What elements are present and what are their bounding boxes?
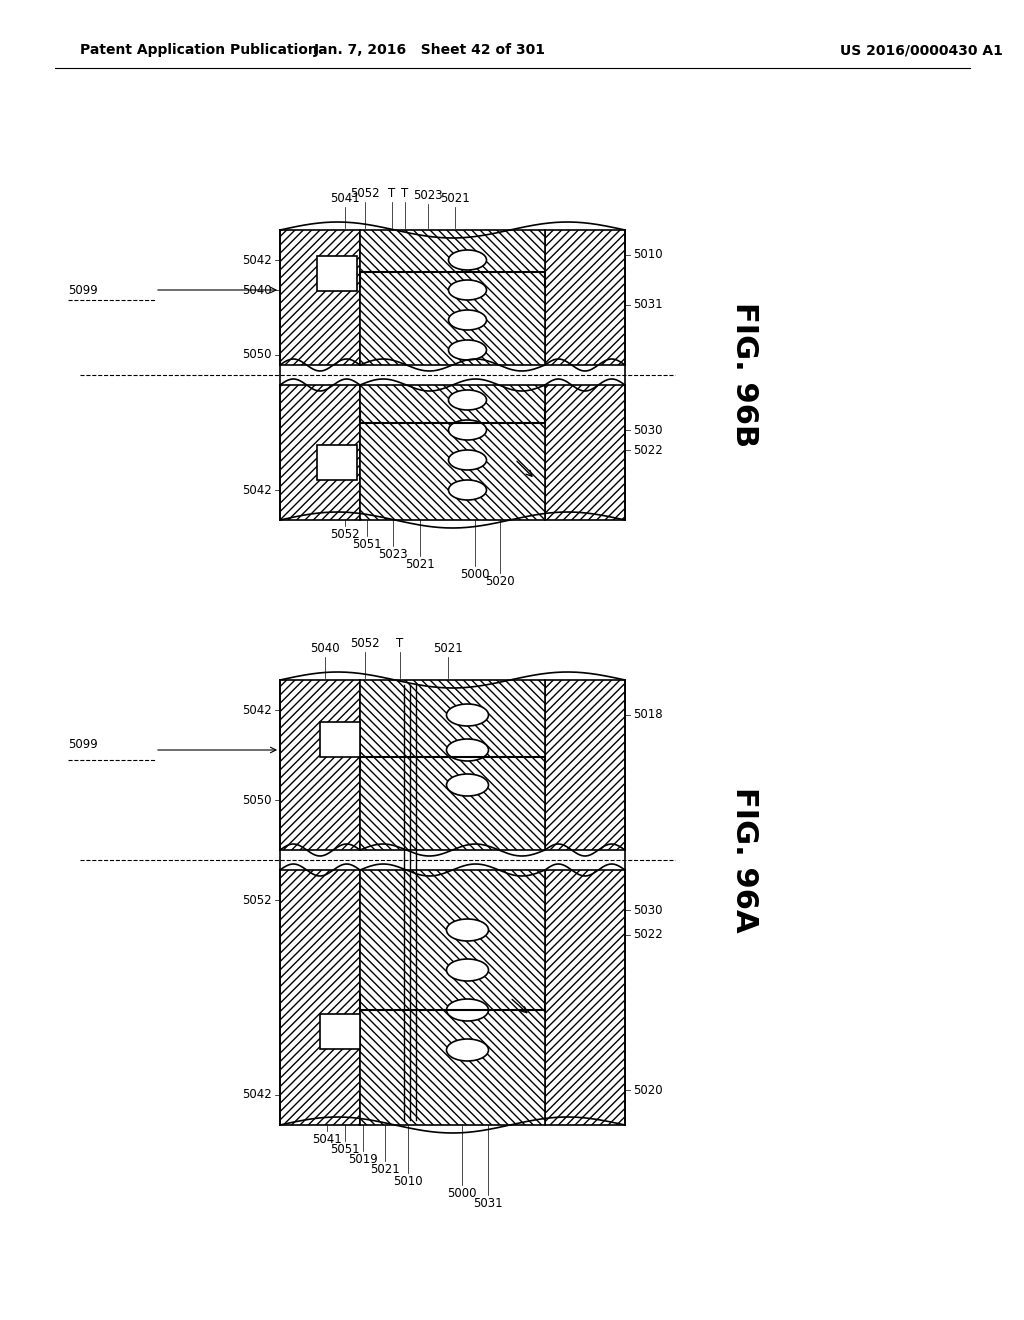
Text: 5031: 5031 [473,1197,503,1210]
Bar [319,722,360,756]
Text: 5040: 5040 [243,284,272,297]
Text: 5041: 5041 [330,191,359,205]
Bar [317,256,357,290]
Bar [280,230,360,366]
Text: 5021: 5021 [370,1163,400,1176]
Ellipse shape [449,310,486,330]
Ellipse shape [449,280,486,300]
Text: US 2016/0000430 A1: US 2016/0000430 A1 [840,44,1002,57]
Bar [360,870,545,1125]
Text: 5099: 5099 [68,284,97,297]
Text: FIG. 96B: FIG. 96B [730,302,759,447]
Text: 5022: 5022 [633,928,663,941]
Text: 5052: 5052 [243,894,272,907]
Text: 5010: 5010 [633,248,663,261]
Text: T: T [396,638,403,649]
Text: 5020: 5020 [485,576,515,587]
Ellipse shape [446,704,488,726]
Text: 5021: 5021 [406,558,435,572]
Ellipse shape [446,774,488,796]
Text: 5031: 5031 [633,298,663,312]
Text: FIG. 96A: FIG. 96A [730,787,759,933]
Bar [360,385,545,520]
Text: 5018: 5018 [633,709,663,722]
Text: 5030: 5030 [633,424,663,437]
Bar [360,680,545,850]
Text: 5042: 5042 [243,1089,272,1101]
Text: 5099: 5099 [68,738,97,751]
Ellipse shape [449,389,486,411]
Bar [545,680,625,850]
Text: 5040: 5040 [310,642,340,655]
Text: 5023: 5023 [414,189,442,202]
Text: 5023: 5023 [378,548,408,561]
Text: T: T [401,187,409,201]
Bar [360,230,545,366]
Text: 5000: 5000 [460,568,489,581]
Text: 5052: 5052 [350,638,380,649]
Ellipse shape [449,450,486,470]
Ellipse shape [449,341,486,360]
Text: 5051: 5051 [330,1143,359,1156]
Text: 5010: 5010 [393,1175,423,1188]
Bar [280,680,360,850]
Text: 5020: 5020 [633,1084,663,1097]
Text: 5052: 5052 [350,187,380,201]
Text: 5000: 5000 [447,1187,477,1200]
Text: 5050: 5050 [243,348,272,362]
Text: Patent Application Publication: Patent Application Publication [80,44,317,57]
Ellipse shape [449,480,486,500]
Text: 5051: 5051 [352,539,382,550]
Text: 5042: 5042 [243,483,272,496]
Text: 5052: 5052 [330,528,359,541]
Text: 5041: 5041 [312,1133,342,1146]
Text: 5050: 5050 [243,793,272,807]
Text: 5042: 5042 [243,704,272,717]
Ellipse shape [449,249,486,271]
Bar [317,445,357,479]
Text: 5019: 5019 [348,1152,378,1166]
Ellipse shape [446,739,488,762]
Bar [545,385,625,520]
Text: 5021: 5021 [433,642,463,655]
Bar [545,870,625,1125]
Text: 5021: 5021 [440,191,470,205]
Bar [280,870,360,1125]
Text: 5022: 5022 [633,444,663,457]
Bar [545,230,625,366]
Text: 5030: 5030 [633,903,663,916]
Bar [319,1014,360,1048]
Text: 5042: 5042 [243,253,272,267]
Ellipse shape [446,919,488,941]
Ellipse shape [446,999,488,1020]
Ellipse shape [449,420,486,440]
Bar [280,385,360,520]
Text: Jan. 7, 2016   Sheet 42 of 301: Jan. 7, 2016 Sheet 42 of 301 [314,44,546,57]
Ellipse shape [446,1039,488,1061]
Text: T: T [388,187,395,201]
Ellipse shape [446,960,488,981]
